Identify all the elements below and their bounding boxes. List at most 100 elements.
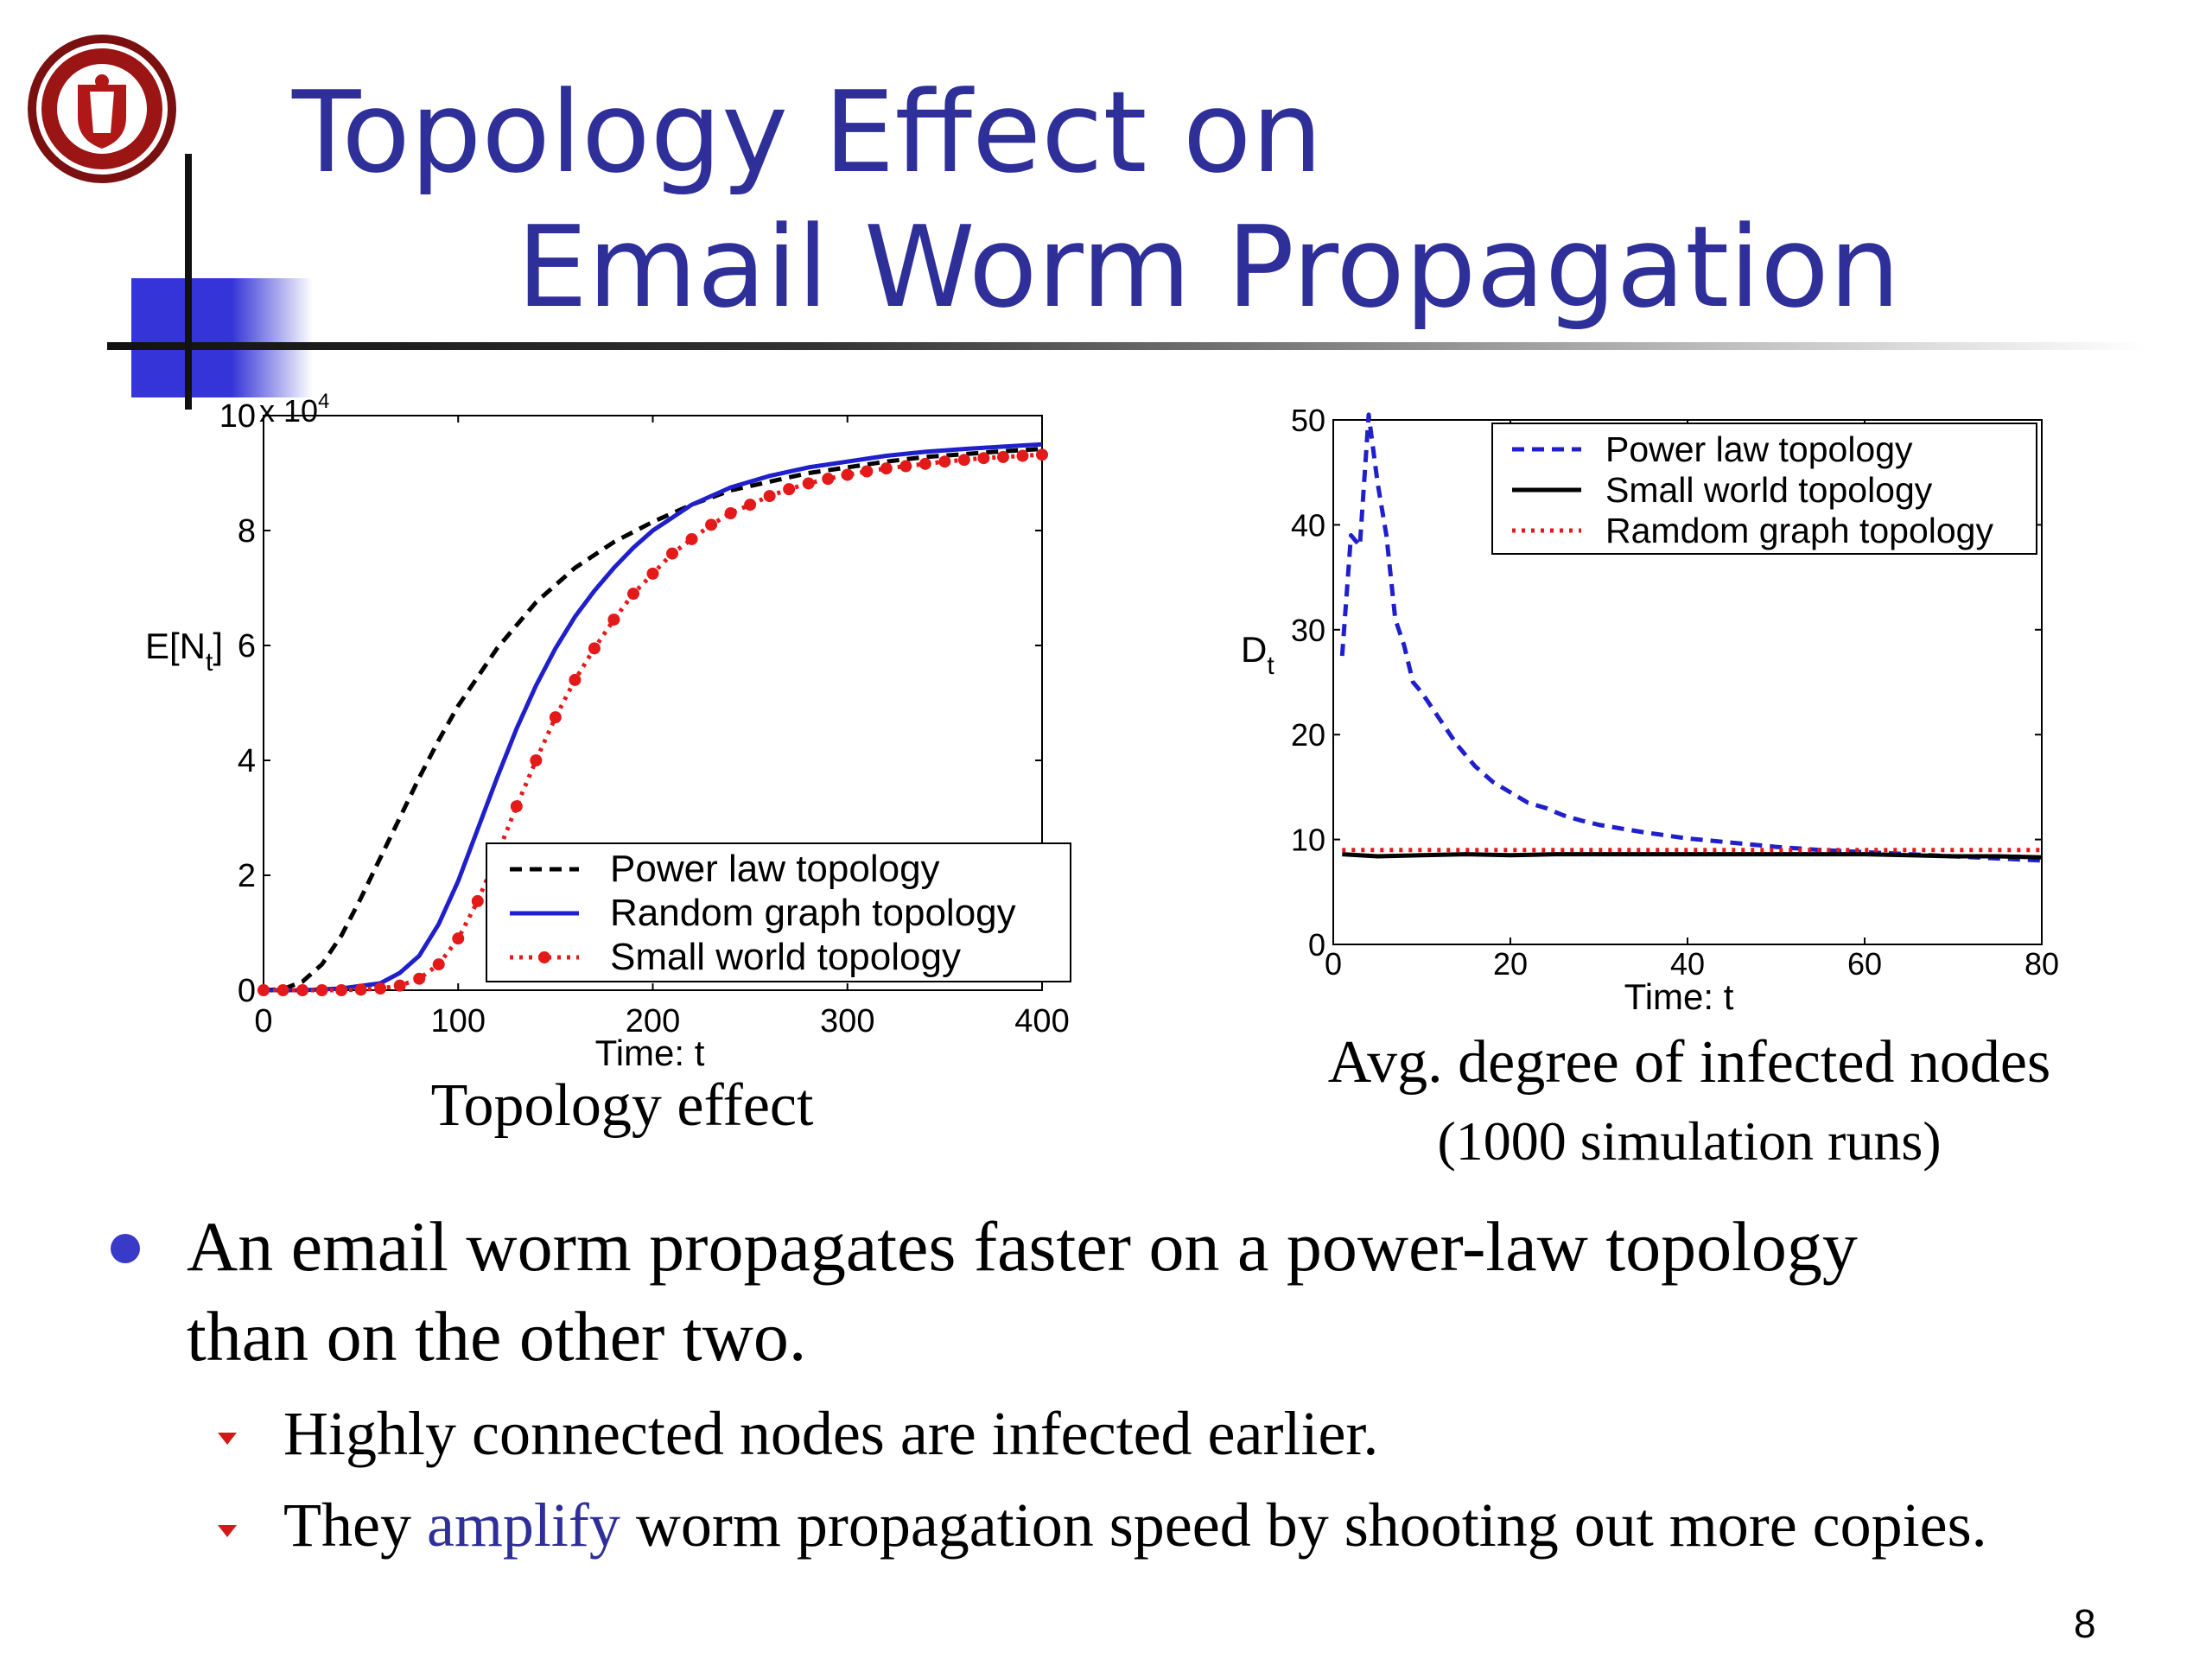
- chart1-y-label: E[Nt]: [145, 626, 223, 677]
- sub-bullet-triangle-icon: [218, 1525, 237, 1537]
- y-tick-label: 2: [238, 858, 256, 894]
- y-tick-label: 0: [1308, 927, 1325, 963]
- y-tick-label: 30: [1291, 613, 1325, 648]
- y-tick-label: 4: [238, 743, 256, 779]
- legend-label-2: Small world topology: [1605, 470, 1933, 510]
- series-marker: [257, 984, 270, 996]
- series-marker: [452, 932, 465, 945]
- series-marker: [744, 499, 757, 512]
- y-tick-label: 8: [238, 513, 256, 550]
- chart2-x-label: Time: t: [1624, 976, 1734, 1017]
- series-marker: [802, 477, 815, 490]
- series-marker: [861, 465, 874, 478]
- series-marker: [1016, 449, 1029, 462]
- y-tick-label: 6: [238, 628, 256, 664]
- bullet-main-line-2: than on the other two.: [187, 1297, 807, 1376]
- chart1-legend-box: [486, 842, 1071, 982]
- series-marker: [666, 547, 679, 560]
- x-tick-label: 400: [1014, 1003, 1069, 1039]
- series-marker: [763, 490, 776, 503]
- caption-topology-effect: Topology effect: [430, 1072, 814, 1139]
- series-marker: [530, 754, 543, 766]
- series-marker: [957, 454, 970, 467]
- series-marker: [296, 984, 309, 996]
- series-line-1: [1339, 412, 2043, 863]
- chart1-x-label: Time: t: [595, 1033, 705, 1073]
- series-marker: [841, 468, 854, 481]
- series-marker: [413, 972, 426, 985]
- legend-label-2: Random graph topology: [610, 892, 1016, 934]
- legend-label-3: Small world topology: [610, 936, 961, 978]
- legend-label-1: Power law topology: [1605, 429, 1913, 469]
- series-marker: [393, 979, 406, 992]
- sub-bullet-1: Highly connected nodes are infected earl…: [283, 1399, 1379, 1468]
- series-marker: [315, 984, 328, 996]
- series-marker: [626, 588, 639, 601]
- y-tick-label: 50: [1291, 403, 1325, 438]
- sub-bullet-triangle-icon: [218, 1433, 237, 1445]
- chart1-y-multiplier: x 104: [259, 390, 329, 429]
- series-line-2: [1342, 852, 2043, 860]
- sub-bullet-2-start: They: [283, 1491, 427, 1560]
- chart2-y-label: Dt: [1241, 629, 1274, 680]
- series-marker: [899, 460, 912, 473]
- x-tick-label: 200: [626, 1003, 680, 1039]
- caption-simulation-runs: (1000 simulation runs): [1437, 1110, 1942, 1172]
- series-marker: [880, 462, 893, 475]
- y-tick-label: 20: [1291, 717, 1325, 753]
- x-tick-label: 300: [820, 1003, 874, 1039]
- caption-avg-degree: Avg. degree of infected nodes: [1327, 1029, 2051, 1096]
- y-tick-label: 10: [1291, 823, 1325, 858]
- series-marker: [938, 455, 951, 468]
- x-tick-label: 80: [2024, 946, 2059, 982]
- legend-marker: [538, 951, 550, 963]
- series-marker: [354, 983, 367, 996]
- page-number: 8: [2074, 1601, 2096, 1646]
- x-tick-label: 100: [431, 1003, 486, 1039]
- slide-title-line-1: Topology Effect on: [292, 67, 1323, 198]
- university-seal-logo: [28, 35, 176, 183]
- x-tick-label: 0: [254, 1003, 272, 1039]
- series-marker: [510, 800, 523, 813]
- series-marker: [977, 452, 990, 465]
- series-marker: [374, 982, 387, 995]
- y-tick-label: 0: [238, 973, 256, 1009]
- chart1-series: [257, 442, 1048, 996]
- series-line-1: [263, 447, 1043, 993]
- x-tick-label: 0: [1325, 946, 1342, 982]
- series-marker: [685, 532, 698, 545]
- sub-bullet-2-end: worm propagation speed by shooting out m…: [620, 1491, 1987, 1560]
- bullet-dot-icon: [111, 1234, 140, 1263]
- series-marker: [432, 958, 445, 971]
- y-tick-label: 40: [1291, 507, 1325, 543]
- sub-bullet-2: They amplify worm propagation speed by s…: [283, 1490, 1987, 1561]
- series-marker: [918, 457, 931, 470]
- sub-bullet-2-accent: amplify: [426, 1491, 620, 1560]
- series-line-2: [264, 442, 1043, 993]
- chart-topology-effect: 0 100 200 300 400 0 2 4 6 8 10 x 104 E[Nt] Time: t…: [145, 390, 1071, 1073]
- chart2-ticks: 0 20 40 60 80 0 10 20 30 40 50: [1291, 403, 2059, 982]
- series-marker: [588, 642, 601, 655]
- series-marker: [569, 673, 582, 686]
- series-marker: [1036, 448, 1048, 461]
- series-marker: [471, 894, 484, 907]
- y-tick-label: 10: [219, 398, 256, 435]
- series-marker: [822, 473, 835, 486]
- series-marker: [276, 984, 289, 996]
- legend-label-3: Ramdom graph topology: [1605, 511, 1993, 550]
- slide-title-line-2: Email Worm Propagation: [517, 201, 1901, 333]
- chart-avg-degree: 0 20 40 60 80 0 10 20 30 40 50 Dt Time: t Power la…: [1241, 403, 2059, 1017]
- chart2-legend-box: [1491, 423, 2037, 555]
- series-marker: [724, 507, 737, 520]
- x-tick-label: 60: [1847, 946, 1882, 982]
- legend-label-1: Power law topology: [610, 848, 940, 890]
- series-marker: [335, 984, 348, 996]
- x-tick-label: 40: [1670, 946, 1705, 982]
- series-marker: [783, 483, 796, 496]
- chart2-series: [1339, 412, 2043, 863]
- series-marker: [549, 711, 562, 724]
